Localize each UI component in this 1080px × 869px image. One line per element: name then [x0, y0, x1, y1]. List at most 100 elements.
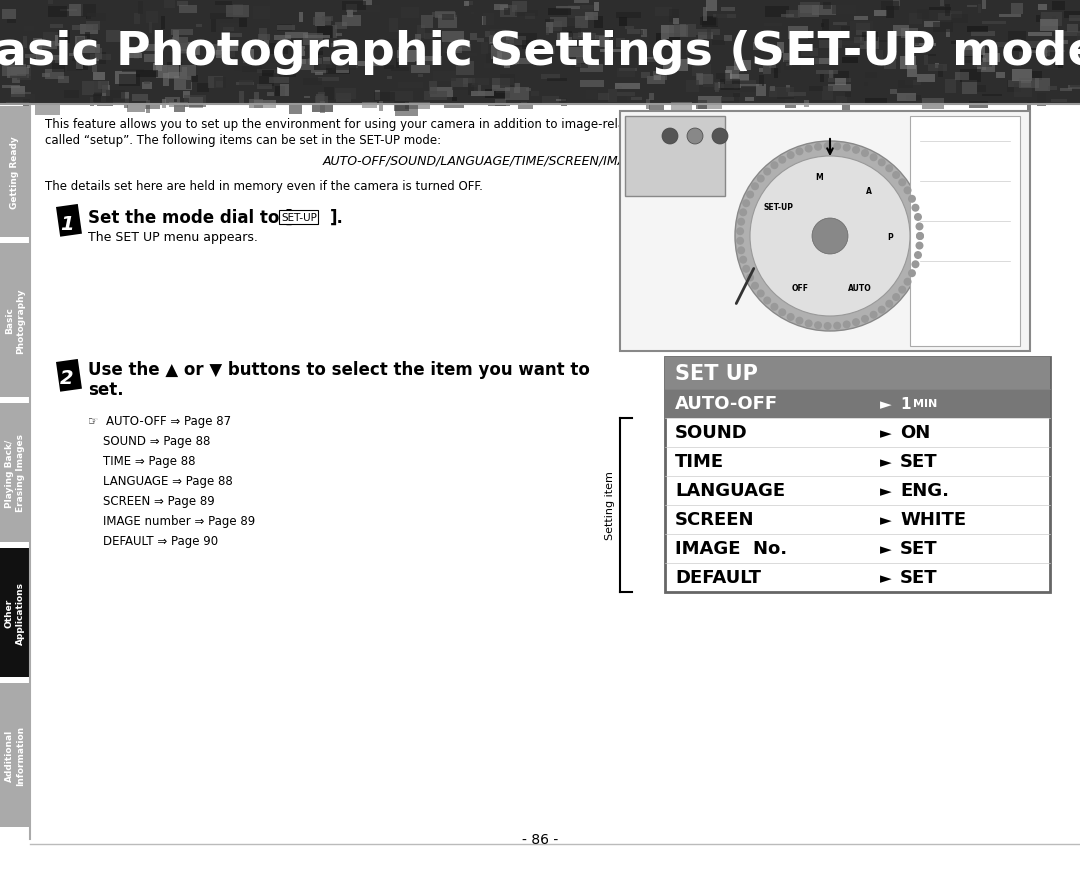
Bar	[617, 87, 622, 90]
Text: ►: ►	[880, 541, 892, 556]
Text: Getting Ready: Getting Ready	[11, 136, 19, 209]
Bar	[969, 103, 988, 109]
Bar	[598, 36, 609, 48]
Bar	[526, 90, 531, 92]
Bar	[819, 41, 842, 50]
Bar	[415, 36, 421, 41]
Text: SOUND: SOUND	[675, 424, 747, 442]
Bar	[1069, 16, 1080, 22]
Bar	[174, 100, 177, 103]
Text: SOUND ⇒ Page 88: SOUND ⇒ Page 88	[87, 434, 211, 448]
Bar	[930, 8, 951, 11]
Bar	[172, 30, 192, 36]
Bar	[49, 7, 67, 18]
Circle shape	[824, 143, 832, 151]
Bar	[955, 73, 970, 81]
Bar	[545, 20, 554, 23]
Bar	[463, 79, 468, 88]
Bar	[1068, 86, 1080, 90]
Bar	[500, 75, 515, 89]
Bar	[756, 84, 767, 96]
Bar	[254, 93, 259, 101]
Bar	[639, 31, 644, 36]
Bar	[982, 59, 986, 71]
Bar	[315, 49, 323, 56]
Bar	[983, 0, 986, 10]
Bar	[515, 10, 538, 17]
Bar	[788, 93, 807, 96]
Bar	[1054, 59, 1064, 70]
Bar	[67, 60, 82, 72]
Bar	[939, 14, 953, 21]
Bar	[971, 32, 995, 36]
Bar	[36, 104, 59, 116]
Circle shape	[796, 317, 804, 325]
Bar	[822, 20, 828, 30]
Bar	[249, 100, 264, 109]
Bar	[165, 98, 179, 105]
Bar	[1071, 54, 1080, 60]
Bar	[496, 89, 513, 94]
Bar	[179, 6, 198, 14]
Bar	[617, 92, 635, 96]
Bar	[335, 23, 347, 30]
Bar	[562, 27, 581, 36]
Bar	[649, 94, 653, 101]
Bar	[1038, 5, 1047, 11]
Bar	[580, 65, 603, 72]
Bar	[823, 3, 831, 10]
Circle shape	[687, 129, 703, 145]
Bar	[1067, 25, 1078, 33]
Bar	[362, 103, 377, 109]
Text: LANGUAGE: LANGUAGE	[675, 482, 785, 500]
Text: 1: 1	[60, 215, 73, 233]
Bar	[451, 98, 457, 102]
Bar	[434, 46, 454, 50]
Bar	[57, 77, 69, 83]
Bar	[734, 93, 756, 102]
Bar	[828, 79, 851, 83]
Bar	[772, 63, 781, 74]
Bar	[616, 38, 624, 48]
Circle shape	[738, 218, 745, 227]
Bar	[703, 76, 714, 89]
Bar	[906, 96, 921, 102]
Bar	[620, 112, 1030, 352]
Bar	[616, 84, 640, 90]
Text: Setting item: Setting item	[605, 471, 615, 540]
Bar	[987, 43, 1008, 48]
Bar	[784, 61, 801, 70]
Bar	[725, 70, 732, 84]
Bar	[865, 73, 877, 79]
Text: SCREEN: SCREEN	[675, 511, 755, 529]
Bar	[893, 52, 897, 60]
Bar	[82, 82, 102, 96]
Bar	[235, 83, 254, 86]
Bar	[312, 104, 333, 112]
Bar	[265, 41, 269, 47]
Bar	[161, 17, 165, 30]
Bar	[421, 16, 433, 29]
Circle shape	[779, 156, 786, 164]
Bar	[928, 65, 947, 72]
Bar	[0, 107, 30, 238]
Bar	[905, 81, 920, 86]
Bar	[432, 12, 456, 17]
Bar	[698, 76, 713, 84]
Bar	[242, 60, 262, 72]
Bar	[325, 66, 350, 75]
Bar	[64, 91, 79, 99]
Bar	[1062, 31, 1080, 37]
Bar	[216, 50, 221, 59]
Circle shape	[861, 315, 869, 323]
Text: Basic Photographic Settings (SET-UP mode): Basic Photographic Settings (SET-UP mode…	[0, 30, 1080, 75]
Bar	[216, 82, 224, 88]
Circle shape	[886, 165, 893, 173]
Bar	[835, 79, 847, 86]
Bar	[117, 88, 137, 96]
Bar	[600, 50, 622, 53]
Bar	[54, 58, 66, 64]
Circle shape	[814, 143, 822, 151]
Bar	[467, 3, 473, 6]
Bar	[1037, 94, 1045, 107]
